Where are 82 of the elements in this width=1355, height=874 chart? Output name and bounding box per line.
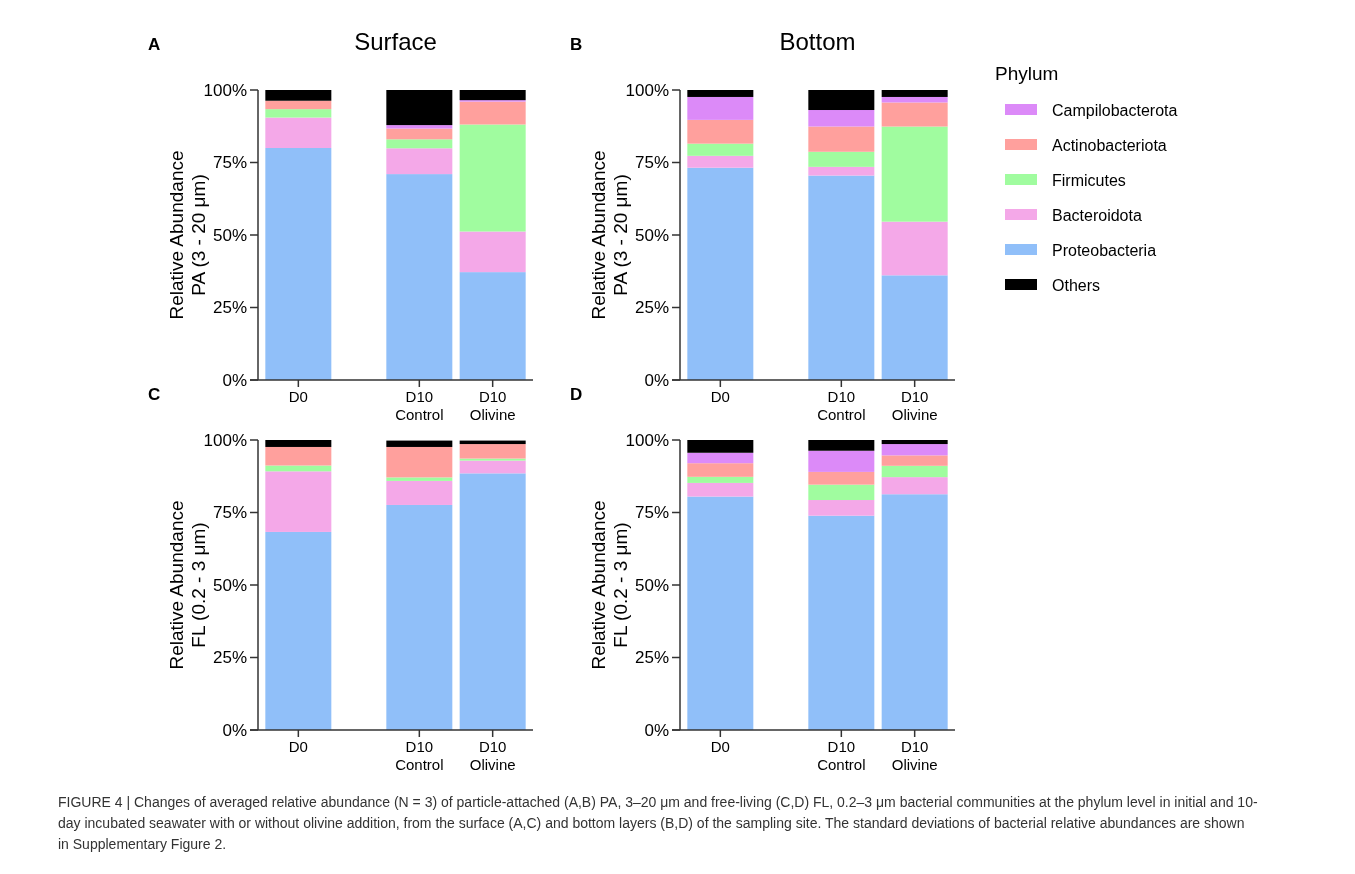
y-axis-title: Relative Abundance FL (0.2 - 3 μm) — [166, 500, 209, 670]
text: C — [148, 385, 161, 404]
bar — [687, 96, 754, 120]
y-tick-label: 50% — [212, 225, 247, 245]
bar — [687, 119, 754, 144]
y-tick-label: 75% — [634, 153, 669, 173]
bar — [265, 471, 332, 532]
legend-title: Phylum — [995, 63, 1059, 84]
bar — [687, 452, 754, 464]
y-tick-label: 0% — [222, 370, 247, 390]
bar — [881, 477, 948, 495]
y-tick-label: 100% — [203, 80, 247, 100]
bar — [881, 455, 948, 466]
legend-label: Bacteroidota — [1052, 206, 1142, 224]
x-tick-label: D0 — [288, 388, 308, 405]
bar — [265, 440, 332, 447]
y-tick-label: 25% — [212, 648, 247, 668]
bar — [881, 494, 948, 730]
x-tick-label: D10 Olivine — [891, 738, 938, 773]
bar — [687, 90, 754, 97]
x-tick-label: D10 Olivine — [469, 388, 516, 423]
y-tick-label: 25% — [634, 648, 669, 668]
y-tick-label: 75% — [212, 153, 247, 173]
y-tick-label: 0% — [222, 720, 247, 740]
x-tick-label: D0 — [710, 388, 730, 405]
caption: FIGURE 4 | Changes of averaged relative abundance (N = 3) of particle-attached (A,B) PA, 3–20 μm and free-living (C,D) FL, 0.2–3 μm bacterial communities at the phylum level in initial and 10-day incubated seawater with or without olivine addition, from the surface (A,C) and bottom layers (B,D) of the sampling site. The standard deviations of bacterial relative abundances are shown in Supplementary Figure 2. — [58, 793, 1258, 854]
bar — [459, 444, 526, 459]
bar — [687, 476, 754, 483]
y-tick-label: 50% — [212, 575, 247, 595]
y-tick-label: 25% — [634, 298, 669, 318]
bar — [881, 126, 948, 222]
bar — [687, 496, 754, 730]
bar — [687, 167, 754, 380]
x-tick-label: D10 Olivine — [469, 738, 516, 773]
y-tick-label: 75% — [212, 503, 247, 523]
chart-title: Bottom — [779, 28, 856, 55]
x-tick-label: D10 Olivine — [891, 388, 938, 423]
bar — [881, 102, 948, 127]
bar — [881, 440, 948, 445]
bar — [687, 440, 754, 453]
bar — [459, 458, 526, 461]
text: D — [570, 385, 583, 404]
text: A — [148, 35, 161, 54]
legend-label: Firmicutes — [1052, 171, 1126, 189]
bar — [881, 221, 948, 276]
bar — [687, 463, 754, 477]
bar — [687, 143, 754, 156]
bar — [687, 482, 754, 497]
chart-title: Surface — [354, 28, 437, 55]
y-tick-label: 50% — [634, 225, 669, 245]
bar — [881, 275, 948, 380]
legend-label: Actinobacteriota — [1052, 136, 1167, 154]
legend-label: Others — [1052, 276, 1101, 294]
x-tick-label: D10 Control — [395, 388, 444, 423]
y-axis-title: Relative Abundance PA (3 - 20 μm) — [588, 150, 631, 320]
bar — [459, 473, 526, 730]
legend-label: Proteobacteria — [1052, 241, 1157, 259]
y-axis-title: Relative Abundance PA (3 - 20 μm) — [166, 150, 209, 320]
legend-label: Campilobacterota — [1052, 101, 1178, 119]
bar — [881, 96, 948, 103]
bar — [459, 460, 526, 474]
y-tick-label: 0% — [644, 720, 669, 740]
y-tick-label: 100% — [203, 430, 247, 450]
bar — [881, 465, 948, 478]
x-tick-label: D10 Control — [817, 388, 866, 423]
bar — [881, 90, 948, 97]
bar — [265, 446, 332, 466]
bar — [881, 444, 948, 456]
y-tick-label: 0% — [644, 370, 669, 390]
y-axis-title: Relative Abundance FL (0.2 - 3 μm) — [588, 500, 631, 670]
y-tick-label: 100% — [625, 430, 669, 450]
x-tick-label: D0 — [710, 738, 730, 755]
x-tick-label: D10 Control — [817, 738, 866, 773]
x-tick-label: D0 — [288, 738, 308, 755]
y-tick-label: 50% — [634, 575, 669, 595]
text: B — [570, 35, 583, 54]
bar — [265, 531, 332, 730]
bar — [687, 155, 754, 168]
y-tick-label: 100% — [625, 80, 669, 100]
y-tick-label: 75% — [634, 503, 669, 523]
y-tick-label: 25% — [212, 298, 247, 318]
x-tick-label: D10 Control — [395, 738, 444, 773]
